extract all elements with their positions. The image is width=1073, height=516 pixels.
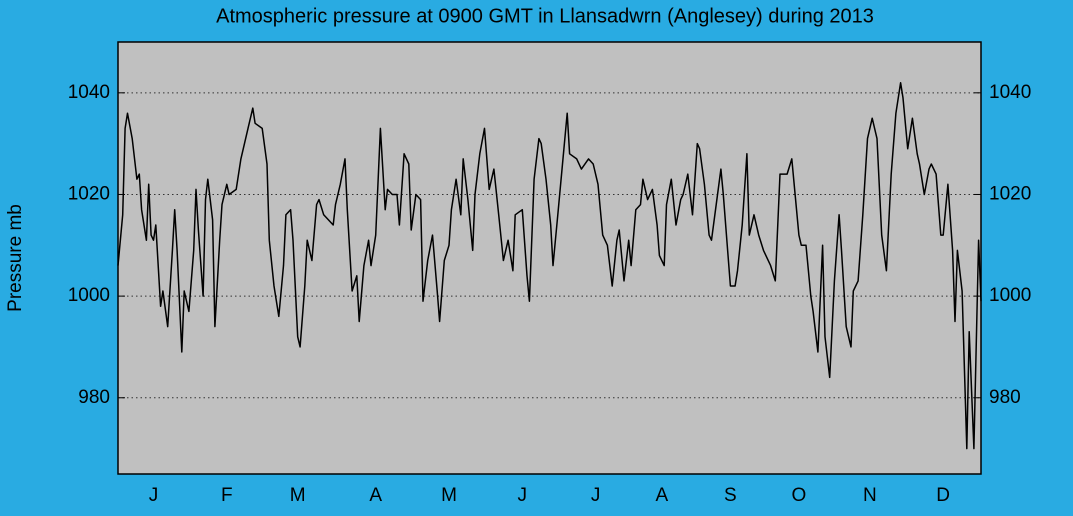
x-tick-label: M — [290, 485, 306, 506]
y-axis-label: Pressure mb — [5, 204, 26, 312]
data-line — [117, 81, 982, 450]
y2-tick-label: 1020 — [989, 183, 1031, 204]
y2-tick-label: 1040 — [989, 82, 1031, 103]
x-tick-label: J — [518, 485, 528, 506]
y-tick-label: 1000 — [68, 285, 110, 306]
y-tick-label: 1020 — [68, 183, 110, 204]
chart-title: Atmospheric pressure at 0900 GMT in Llan… — [216, 5, 874, 27]
x-tick-label: M — [441, 485, 457, 506]
y2-tick-label: 980 — [989, 387, 1021, 408]
x-tick-label: J — [149, 485, 159, 506]
x-tick-label: S — [724, 485, 737, 506]
x-tick-label: F — [221, 485, 233, 506]
plot-area — [117, 41, 982, 475]
x-tick-label: A — [655, 485, 668, 506]
x-tick-label: D — [936, 485, 950, 506]
x-tick-label: J — [591, 485, 601, 506]
y2-tick-label: 1000 — [989, 285, 1031, 306]
y-tick-label: 1040 — [68, 82, 110, 103]
x-tick-label: A — [369, 485, 382, 506]
x-tick-label: O — [792, 485, 807, 506]
x-tick-label: N — [863, 485, 877, 506]
y-tick-label: 980 — [78, 387, 110, 408]
